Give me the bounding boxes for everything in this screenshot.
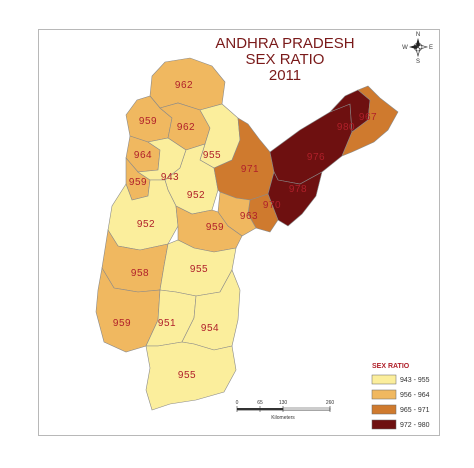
legend-item: 956 - 964 bbox=[371, 389, 430, 400]
legend-label: 965 - 971 bbox=[400, 407, 430, 414]
district-label: 962 bbox=[175, 80, 193, 91]
legend-label: 972 - 980 bbox=[400, 422, 430, 429]
district-label: 980 bbox=[337, 122, 355, 133]
legend-title: SEX RATIO bbox=[372, 363, 410, 370]
district-label: 955 bbox=[203, 150, 221, 161]
district-label: 959 bbox=[139, 116, 157, 127]
scale-unit: Kilometers bbox=[271, 415, 295, 421]
district-region bbox=[267, 171, 323, 227]
legend-swatch bbox=[371, 404, 397, 415]
district-label: 967 bbox=[359, 112, 377, 123]
district-label: 959 bbox=[206, 222, 224, 233]
legend-swatch bbox=[371, 389, 397, 400]
compass-e: E bbox=[429, 45, 433, 51]
district-region bbox=[341, 85, 399, 157]
district-label: 976 bbox=[307, 152, 325, 163]
district-label: 958 bbox=[131, 268, 149, 279]
district-label: 963 bbox=[240, 211, 258, 222]
map-title-line1: ANDHRA PRADESH bbox=[215, 35, 354, 52]
legend-item: 972 - 980 bbox=[371, 419, 430, 430]
district-label: 959 bbox=[113, 318, 131, 329]
legend-item: 943 - 955 bbox=[371, 374, 430, 385]
compass-w: W bbox=[402, 45, 408, 51]
compass-n: N bbox=[416, 32, 420, 38]
scale-tick-label: 260 bbox=[326, 400, 335, 406]
district-label: 951 bbox=[158, 318, 176, 329]
compass-s: S bbox=[416, 59, 420, 65]
district-label: 978 bbox=[289, 184, 307, 195]
district-label: 955 bbox=[178, 370, 196, 381]
scale-tick-label: 0 bbox=[236, 400, 239, 406]
legend-swatch bbox=[371, 419, 397, 430]
district-label: 964 bbox=[134, 150, 152, 161]
district-region bbox=[145, 341, 237, 411]
scale-tick-label: 65 bbox=[257, 400, 263, 406]
district-label: 959 bbox=[129, 177, 147, 188]
district-region bbox=[269, 103, 353, 185]
map-title-line2: SEX RATIO bbox=[246, 51, 325, 68]
district-label: 955 bbox=[190, 264, 208, 275]
legend: SEX RATIO 943 - 955 956 - 964 965 - 971 … bbox=[371, 363, 430, 430]
district-label: 970 bbox=[263, 200, 281, 211]
compass-icon: N S E W bbox=[402, 32, 433, 65]
legend-item: 965 - 971 bbox=[371, 404, 430, 415]
map-title-line3: 2011 bbox=[269, 67, 301, 84]
district-label: 943 bbox=[161, 172, 179, 183]
scale-bar: 0 65 130 260 Kilometers bbox=[236, 400, 335, 421]
legend-label: 956 - 964 bbox=[400, 392, 430, 399]
district-label: 952 bbox=[187, 190, 205, 201]
district-label: 971 bbox=[241, 164, 259, 175]
scale-tick-label: 130 bbox=[279, 400, 288, 406]
district-label: 952 bbox=[137, 219, 155, 230]
district-region bbox=[175, 205, 243, 253]
district-label: 954 bbox=[201, 323, 219, 334]
legend-swatch bbox=[371, 374, 397, 385]
labels-layer: 962 959 962 964 955 959 943 952 971 976 … bbox=[113, 80, 377, 381]
district-label: 962 bbox=[177, 122, 195, 133]
districts-layer bbox=[95, 57, 399, 411]
legend-label: 943 - 955 bbox=[400, 377, 430, 384]
